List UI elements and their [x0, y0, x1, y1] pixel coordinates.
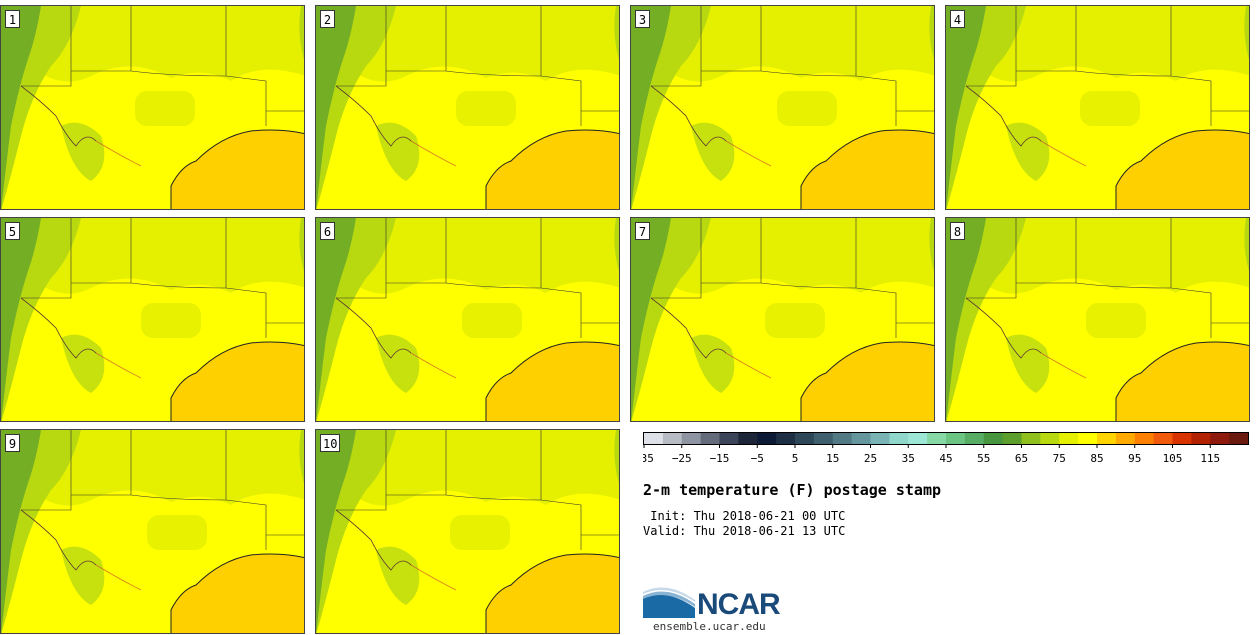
colorbar-swatch: [1078, 433, 1098, 444]
colorbar-swatch: [644, 433, 664, 444]
colorbar-swatch: [1021, 433, 1041, 444]
member-panel-2: 2: [315, 5, 620, 210]
colorbar-tick-label: −25: [672, 452, 692, 465]
member-number: 2: [320, 10, 335, 28]
colorbar-tick-label: 45: [939, 452, 952, 465]
colorbar-tick-label: 75: [1053, 452, 1066, 465]
colorbar-tick-label: 55: [977, 452, 990, 465]
temperature-map: [316, 430, 619, 633]
colorbar-tick-label: 5: [792, 452, 799, 465]
member-number: 3: [635, 10, 650, 28]
colorbar-swatch: [662, 433, 683, 444]
member-number: 10: [320, 434, 341, 452]
colorbar-swatch: [983, 433, 1004, 444]
temperature-map: [1, 430, 304, 633]
temperature-map: [631, 6, 934, 209]
colorbar-swatch: [851, 433, 871, 444]
member-panel-10: 10: [315, 429, 620, 634]
colorbar-tick-label: 105: [1163, 452, 1183, 465]
colorbar-tick-label: −5: [751, 452, 764, 465]
member-number: 6: [320, 222, 335, 240]
colorbar-swatch: [776, 433, 796, 444]
member-panel-9: 9: [0, 429, 305, 634]
colorbar-swatch: [813, 433, 834, 444]
colorbar-swatch: [681, 433, 702, 444]
member-number: 9: [5, 434, 20, 452]
colorbar-swatch: [946, 433, 966, 444]
colorbar-tick-label: 25: [864, 452, 877, 465]
colorbar-tick-label: 115: [1200, 452, 1220, 465]
member-panel-5: 5: [0, 217, 305, 422]
colorbar-swatch: [700, 433, 720, 444]
colorbar-tick-label: 95: [1128, 452, 1141, 465]
colorbar-swatch: [1134, 433, 1155, 444]
plot-title: 2-m temperature (F) postage stamp: [643, 481, 942, 499]
temperature-map: [316, 6, 619, 209]
colorbar-swatch: [1210, 433, 1230, 444]
colorbar-swatch: [757, 433, 777, 444]
colorbar-swatch: [1059, 433, 1079, 444]
colorbar-swatch: [1229, 433, 1249, 444]
website-url: ensemble.ucar.edu: [653, 620, 766, 633]
member-panel-7: 7: [630, 217, 935, 422]
member-panel-8: 8: [945, 217, 1250, 422]
colorbar-swatch: [1040, 433, 1060, 444]
member-panel-4: 4: [945, 5, 1250, 210]
colorbar-swatch: [1172, 433, 1192, 444]
colorbar-swatch: [964, 433, 985, 444]
colorbar-swatch: [738, 433, 758, 444]
colorbar-tick-label: −35: [643, 452, 654, 465]
member-number: 4: [950, 10, 965, 28]
member-panel-1: 1: [0, 5, 305, 210]
colorbar-tick-label: 15: [826, 452, 839, 465]
member-number: 5: [5, 222, 20, 240]
colorbar-tick-label: 85: [1090, 452, 1103, 465]
colorbar-swatch: [1097, 433, 1117, 444]
temperature-colorbar: −35 −25 −15 −5 5 15 25 35 45 55 65 75 85 95 105 115: [643, 432, 1249, 465]
temperature-map: [631, 218, 934, 421]
colorbar-swatch: [1153, 433, 1173, 444]
colorbar-swatch: [908, 433, 928, 444]
valid-time: Valid: Thu 2018-06-21 13 UTC: [643, 524, 846, 538]
ncar-logo-icon: [643, 587, 695, 618]
init-time: Init: Thu 2018-06-21 00 UTC: [643, 509, 846, 523]
colorbar-swatch: [1002, 433, 1022, 444]
temperature-map: [1, 6, 304, 209]
ncar-logo-text: NCAR: [697, 588, 781, 621]
temperature-map: [946, 6, 1249, 209]
member-panel-6: 6: [315, 217, 620, 422]
member-number: 8: [950, 222, 965, 240]
colorbar-swatch: [1115, 433, 1136, 444]
colorbar-swatch: [870, 433, 890, 444]
colorbar-tick-label: −15: [710, 452, 730, 465]
member-panel-3: 3: [630, 5, 935, 210]
colorbar-swatch: [832, 433, 853, 444]
colorbar-swatch: [719, 433, 739, 444]
member-number: 7: [635, 222, 650, 240]
temperature-map: [316, 218, 619, 421]
temperature-map: [1, 218, 304, 421]
colorbar-swatch: [795, 433, 815, 444]
colorbar-swatch: [927, 433, 947, 444]
colorbar-swatch: [889, 433, 909, 444]
colorbar-tick-label: 65: [1015, 452, 1028, 465]
colorbar-tick-label: 35: [902, 452, 915, 465]
temperature-map: [946, 218, 1249, 421]
colorbar-swatch: [1191, 433, 1211, 444]
member-number: 1: [5, 10, 20, 28]
